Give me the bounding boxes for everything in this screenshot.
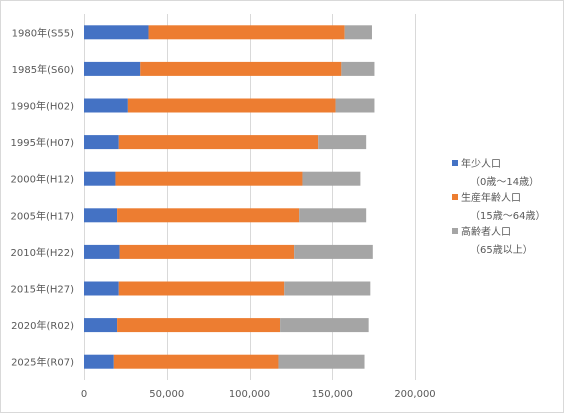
y-tick-label: 2020年(R02) bbox=[11, 319, 74, 332]
legend-item-elderly: 高齢者人口 bbox=[452, 224, 562, 238]
x-tick-label: 100,000 bbox=[229, 389, 270, 400]
y-tick-label: 2000年(H12) bbox=[11, 173, 75, 186]
bar-segment bbox=[84, 61, 141, 76]
legend-swatch-elderly bbox=[452, 227, 458, 234]
legend-swatch-working-age bbox=[452, 193, 458, 200]
legend-sub-youth: （0歳〜14歳） bbox=[470, 177, 540, 188]
bar-segment bbox=[84, 318, 118, 333]
bar-segment bbox=[302, 171, 361, 186]
bar-segment bbox=[84, 208, 118, 223]
y-tick-label: 2025年(R07) bbox=[11, 356, 74, 369]
bar-segment bbox=[84, 135, 119, 150]
bar-segment bbox=[148, 25, 345, 40]
bar-segment bbox=[278, 354, 365, 369]
bar-segment bbox=[280, 318, 369, 333]
bar-segment bbox=[115, 171, 303, 186]
bar-segment bbox=[294, 244, 373, 259]
y-tick-label: 1985年(S60) bbox=[12, 63, 74, 76]
legend-label-youth: 年少人口 bbox=[461, 159, 501, 170]
bar-segment bbox=[344, 25, 372, 40]
bar-segment bbox=[117, 208, 300, 223]
bar-segment bbox=[318, 135, 367, 150]
bar-segment bbox=[84, 98, 128, 113]
y-tick-label: 1980年(S55) bbox=[12, 26, 74, 39]
y-tick-label: 2005年(H17) bbox=[11, 209, 75, 222]
legend-swatch-youth bbox=[452, 159, 458, 166]
x-tick-label: 150,000 bbox=[312, 389, 353, 400]
bar-segment bbox=[140, 61, 342, 76]
x-tick-label: 50,000 bbox=[149, 389, 184, 400]
y-tick-label: 1995年(H07) bbox=[11, 136, 75, 149]
bar-segment bbox=[117, 318, 281, 333]
bar-segment bbox=[84, 25, 149, 40]
bar-segment bbox=[84, 244, 120, 259]
bar-segment bbox=[84, 281, 119, 296]
bar-segment bbox=[284, 281, 371, 296]
legend-label-working-age: 生産年齢人口 bbox=[461, 193, 521, 204]
x-tick-label: 0 bbox=[81, 389, 87, 400]
bar-segment bbox=[341, 61, 375, 76]
bar-segment bbox=[118, 135, 319, 150]
bar-segment bbox=[127, 98, 336, 113]
x-tick-label: 200,000 bbox=[394, 389, 435, 400]
legend-label-elderly: 高齢者人口 bbox=[461, 227, 511, 238]
bar-segment bbox=[335, 98, 375, 113]
legend-item-working-age: 生産年齢人口 bbox=[452, 190, 562, 204]
bar-segment bbox=[84, 354, 114, 369]
legend: 年少人口 （0歳〜14歳） 生産年齢人口 （15歳〜64歳） 高齢者人口 （65… bbox=[452, 152, 562, 256]
bar-segment bbox=[113, 354, 279, 369]
legend-sub-working-age: （15歳〜64歳） bbox=[470, 211, 546, 222]
bars bbox=[84, 25, 375, 369]
bar-segment bbox=[118, 281, 285, 296]
y-tick-label: 2010年(H22) bbox=[11, 246, 75, 259]
legend-item-youth: 年少人口 bbox=[452, 156, 562, 170]
tick-labels: 0 50,000 100,000 150,000 200,000 1980年(S55) 19… bbox=[11, 26, 436, 400]
y-tick-label: 2015年(H27) bbox=[11, 283, 75, 296]
bar-segment bbox=[84, 171, 116, 186]
legend-sub-elderly: （65歳以上） bbox=[470, 245, 533, 256]
bar-segment bbox=[299, 208, 367, 223]
bar-segment bbox=[119, 244, 295, 259]
y-tick-label: 1990年(H02) bbox=[11, 100, 75, 113]
